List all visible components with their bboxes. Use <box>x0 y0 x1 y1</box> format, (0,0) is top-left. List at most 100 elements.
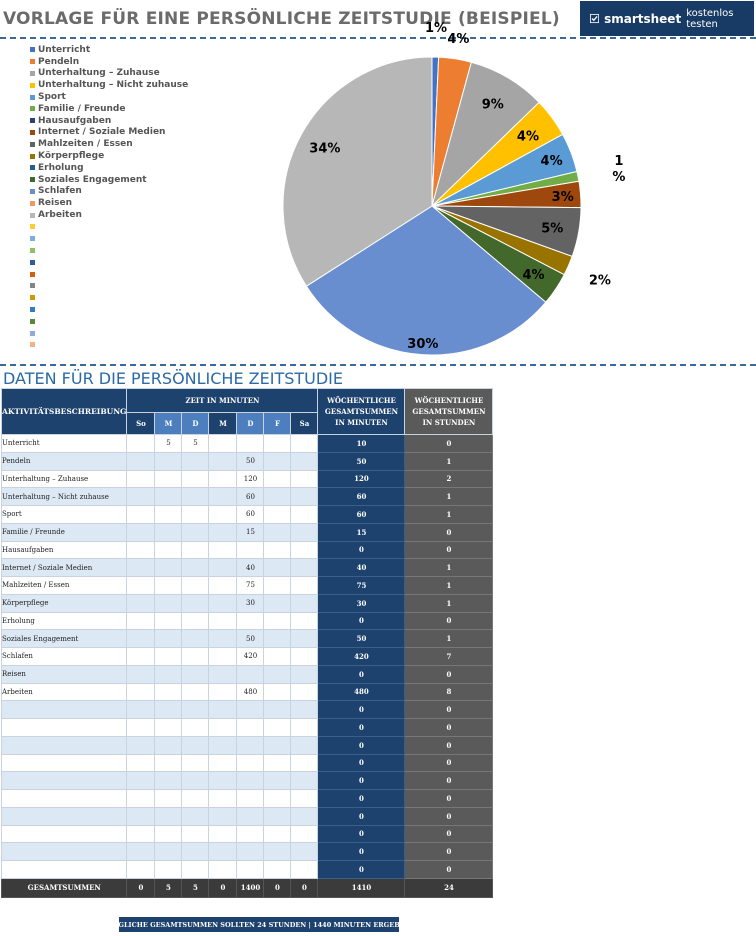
minutes-cell[interactable] <box>154 647 183 666</box>
minutes-cell[interactable] <box>181 540 210 560</box>
minutes-cell[interactable] <box>208 664 238 684</box>
minutes-cell[interactable] <box>290 451 319 471</box>
minutes-cell[interactable] <box>208 505 238 524</box>
minutes-cell[interactable] <box>236 735 265 755</box>
minutes-cell[interactable] <box>263 540 292 560</box>
minutes-cell[interactable] <box>181 593 210 613</box>
minutes-cell[interactable] <box>181 718 210 737</box>
activity-cell[interactable]: Unterricht <box>0 434 128 453</box>
minutes-cell[interactable] <box>236 611 265 631</box>
minutes-cell[interactable] <box>208 682 238 702</box>
minutes-cell[interactable] <box>181 487 210 506</box>
minutes-cell[interactable] <box>181 753 210 773</box>
activity-cell[interactable] <box>0 700 128 719</box>
minutes-cell[interactable] <box>154 505 183 524</box>
activity-cell[interactable] <box>0 842 128 861</box>
minutes-cell[interactable]: 40 <box>236 558 265 577</box>
minutes-cell[interactable] <box>126 735 156 755</box>
minutes-cell[interactable] <box>290 487 319 506</box>
activity-cell[interactable]: Internet / Soziale Medien <box>0 558 128 577</box>
minutes-cell[interactable] <box>263 576 292 595</box>
minutes-cell[interactable] <box>154 789 183 808</box>
minutes-cell[interactable] <box>154 806 183 826</box>
activity-cell[interactable]: Familie / Freunde <box>0 522 128 542</box>
minutes-cell[interactable] <box>154 700 183 719</box>
minutes-cell[interactable] <box>290 647 319 666</box>
activity-cell[interactable] <box>0 860 128 879</box>
minutes-cell[interactable] <box>181 806 210 826</box>
minutes-cell[interactable] <box>290 806 319 826</box>
minutes-cell[interactable] <box>208 789 238 808</box>
minutes-cell[interactable] <box>154 753 183 773</box>
minutes-cell[interactable] <box>154 718 183 737</box>
minutes-cell[interactable] <box>126 753 156 773</box>
minutes-cell[interactable] <box>126 718 156 737</box>
minutes-cell[interactable] <box>181 842 210 861</box>
minutes-cell[interactable]: 50 <box>236 629 265 648</box>
minutes-cell[interactable] <box>154 824 183 844</box>
minutes-cell[interactable] <box>126 540 156 560</box>
minutes-cell[interactable] <box>126 434 156 453</box>
minutes-cell[interactable] <box>208 558 238 577</box>
minutes-cell[interactable] <box>126 558 156 577</box>
minutes-cell[interactable] <box>208 718 238 737</box>
minutes-cell[interactable] <box>181 629 210 648</box>
minutes-cell[interactable] <box>208 735 238 755</box>
minutes-cell[interactable] <box>290 540 319 560</box>
minutes-cell[interactable] <box>208 434 238 453</box>
minutes-cell[interactable] <box>154 451 183 471</box>
minutes-cell[interactable] <box>236 753 265 773</box>
minutes-cell[interactable] <box>236 718 265 737</box>
minutes-cell[interactable] <box>126 824 156 844</box>
minutes-cell[interactable] <box>208 824 238 844</box>
minutes-cell[interactable] <box>236 860 265 879</box>
minutes-cell[interactable] <box>208 540 238 560</box>
minutes-cell[interactable] <box>236 540 265 560</box>
activity-cell[interactable]: Pendeln <box>0 451 128 471</box>
minutes-cell[interactable] <box>126 611 156 631</box>
minutes-cell[interactable] <box>236 806 265 826</box>
minutes-cell[interactable] <box>290 718 319 737</box>
minutes-cell[interactable] <box>181 700 210 719</box>
activity-cell[interactable]: Reisen <box>0 664 128 684</box>
minutes-cell[interactable] <box>126 842 156 861</box>
minutes-cell[interactable] <box>208 771 238 790</box>
minutes-cell[interactable] <box>126 700 156 719</box>
minutes-cell[interactable] <box>290 771 319 790</box>
minutes-cell[interactable]: 120 <box>236 469 265 489</box>
minutes-cell[interactable] <box>236 771 265 790</box>
minutes-cell[interactable] <box>263 451 292 471</box>
minutes-cell[interactable] <box>263 842 292 861</box>
minutes-cell[interactable] <box>290 558 319 577</box>
minutes-cell[interactable] <box>181 682 210 702</box>
minutes-cell[interactable] <box>263 434 292 453</box>
minutes-cell[interactable]: 60 <box>236 505 265 524</box>
minutes-cell[interactable] <box>263 718 292 737</box>
minutes-cell[interactable]: 480 <box>236 682 265 702</box>
minutes-cell[interactable] <box>126 647 156 666</box>
minutes-cell[interactable]: 60 <box>236 487 265 506</box>
activity-cell[interactable]: Erholung <box>0 611 128 631</box>
minutes-cell[interactable]: 75 <box>236 576 265 595</box>
activity-cell[interactable]: Hausaufgaben <box>0 540 128 560</box>
minutes-cell[interactable] <box>126 505 156 524</box>
minutes-cell[interactable] <box>290 735 319 755</box>
activity-cell[interactable]: Unterhaltung – Zuhause <box>0 469 128 489</box>
minutes-cell[interactable] <box>181 451 210 471</box>
minutes-cell[interactable] <box>126 469 156 489</box>
activity-cell[interactable] <box>0 789 128 808</box>
minutes-cell[interactable] <box>236 434 265 453</box>
minutes-cell[interactable] <box>263 789 292 808</box>
minutes-cell[interactable] <box>263 735 292 755</box>
minutes-cell[interactable] <box>290 576 319 595</box>
minutes-cell[interactable] <box>126 664 156 684</box>
minutes-cell[interactable] <box>263 700 292 719</box>
minutes-cell[interactable] <box>181 735 210 755</box>
minutes-cell[interactable] <box>154 682 183 702</box>
minutes-cell[interactable] <box>263 611 292 631</box>
minutes-cell[interactable]: 50 <box>236 451 265 471</box>
minutes-cell[interactable] <box>263 682 292 702</box>
minutes-cell[interactable] <box>208 593 238 613</box>
activity-cell[interactable] <box>0 771 128 790</box>
minutes-cell[interactable] <box>126 789 156 808</box>
